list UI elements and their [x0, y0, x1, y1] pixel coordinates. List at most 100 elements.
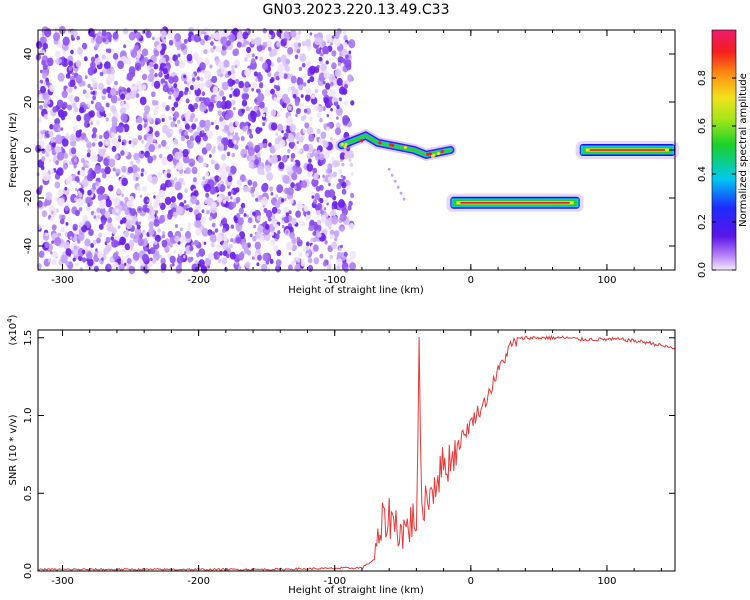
- noise-cell: [143, 196, 150, 205]
- noise-cell: [199, 102, 207, 112]
- noise-cell: [247, 217, 253, 224]
- noise-cell: [318, 137, 323, 143]
- noise-cell: [135, 118, 140, 124]
- noise-cell: [341, 188, 347, 195]
- noise-cell: [118, 135, 121, 139]
- noise-cell: [157, 228, 161, 233]
- noise-cell: [132, 137, 138, 146]
- noise-cell: [121, 217, 127, 224]
- noise-cell: [296, 236, 301, 242]
- noise-cell: [204, 171, 210, 177]
- noise-cell: [257, 225, 264, 234]
- noise-cell: [270, 62, 275, 67]
- noise-cell: [267, 33, 272, 39]
- noise-cell: [343, 34, 348, 41]
- noise-cell: [154, 72, 158, 78]
- noise-cell: [303, 108, 308, 114]
- noise-cell: [196, 252, 200, 258]
- y-tick-label: -40: [23, 238, 34, 254]
- noise-cell: [159, 254, 163, 259]
- noise-cell: [101, 29, 107, 37]
- noise-cell: [217, 258, 222, 264]
- noise-cell: [243, 154, 247, 158]
- x-tick-label: -300: [51, 576, 74, 587]
- noise-cell: [238, 207, 244, 215]
- noise-cell: [120, 93, 126, 100]
- noise-cell: [329, 254, 333, 260]
- noise-cell: [96, 188, 102, 195]
- noise-cell: [123, 102, 130, 110]
- noise-cell: [319, 253, 324, 259]
- noise-cell: [75, 74, 83, 84]
- tone-peak: [389, 143, 393, 147]
- noise-cell: [241, 108, 246, 114]
- noise-cell: [257, 254, 262, 261]
- noise-cell: [182, 117, 186, 122]
- noise-cell: [274, 194, 279, 199]
- noise-cell: [339, 86, 346, 95]
- noise-cell: [81, 249, 86, 254]
- y-tick-label: -20: [23, 190, 34, 206]
- noise-cell: [166, 172, 171, 179]
- noise-cell: [192, 177, 197, 183]
- colorbar-tick-label: 0.0: [697, 262, 708, 278]
- noise-cell: [124, 196, 129, 203]
- noise-cell: [47, 100, 51, 105]
- noise-cell: [162, 234, 166, 239]
- noise-cell: [55, 160, 59, 166]
- noise-cell: [281, 224, 285, 229]
- noise-cell: [194, 117, 198, 123]
- noise-cell: [153, 80, 161, 89]
- noise-cell: [37, 132, 42, 138]
- noise-cell: [165, 145, 170, 151]
- noise-cell: [200, 265, 208, 274]
- noise-cell: [111, 116, 118, 124]
- noise-cell: [212, 45, 216, 50]
- noise-cell: [309, 116, 313, 122]
- noise-cell: [160, 263, 167, 271]
- noise-cell: [210, 41, 214, 46]
- noise-cell: [110, 195, 115, 201]
- noise-cell: [84, 238, 91, 247]
- noise-cell: [39, 104, 43, 110]
- noise-cell: [264, 88, 271, 97]
- noise-cell: [115, 208, 119, 213]
- noise-cell: [81, 224, 88, 233]
- noise-cell: [262, 122, 266, 127]
- noise-cell: [235, 236, 242, 244]
- tone-peak: [428, 152, 432, 156]
- noise-cell: [214, 228, 219, 233]
- noise-cell: [141, 168, 145, 173]
- noise-cell: [78, 255, 83, 262]
- noise-cell: [195, 228, 202, 236]
- noise-cell: [112, 167, 116, 172]
- noise-cell: [183, 38, 188, 44]
- noise-cell: [176, 205, 183, 215]
- noise-cell: [188, 103, 194, 111]
- noise-cell: [87, 102, 92, 108]
- noise-cell: [44, 241, 50, 248]
- noise-cell: [144, 170, 148, 175]
- noise-cell: [90, 121, 94, 126]
- noise-cell: [198, 248, 206, 257]
- noise-cell: [319, 184, 324, 191]
- noise-cell: [79, 182, 82, 186]
- noise-cell: [211, 121, 214, 126]
- tone-peak: [403, 145, 407, 149]
- y-tick-label: 0: [23, 147, 34, 153]
- noise-cell: [288, 216, 293, 222]
- noise-cell: [121, 177, 128, 187]
- noise-cell: [241, 99, 248, 107]
- noise-cell: [246, 46, 252, 54]
- noise-cell: [45, 152, 50, 158]
- noise-cell: [247, 146, 255, 156]
- noise-cell: [68, 66, 73, 72]
- noise-cell: [186, 140, 194, 149]
- noise-cell: [282, 174, 290, 184]
- noise-cell: [246, 40, 250, 45]
- noise-cell: [40, 85, 46, 94]
- noise-cell: [295, 113, 298, 118]
- noise-cell: [91, 77, 97, 84]
- noise-cell: [182, 180, 186, 186]
